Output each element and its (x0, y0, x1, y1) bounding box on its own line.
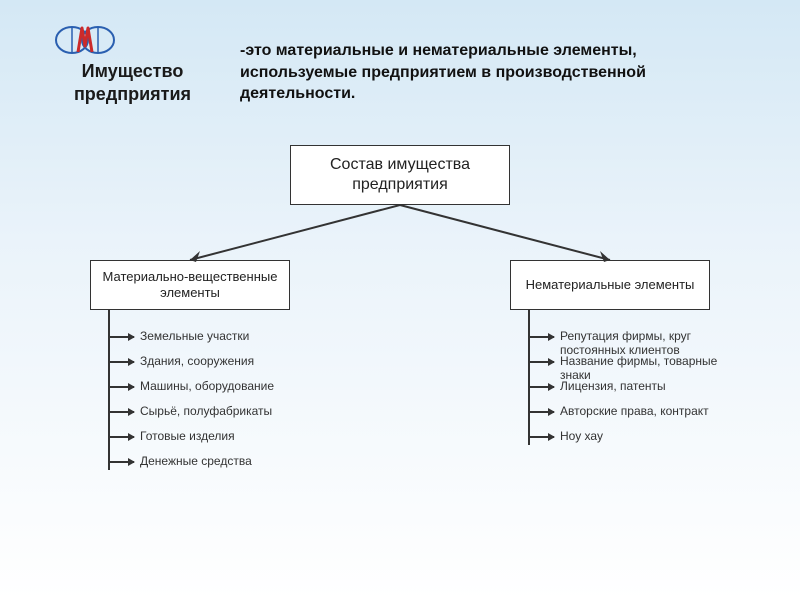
material-items-group: Земельные участки Здания, сооружения Маш… (100, 330, 300, 480)
logo (50, 20, 120, 60)
item-label: Авторские права, контракт (560, 405, 730, 419)
item-label: Машины, оборудование (140, 380, 310, 394)
slide-title: Имущество предприятия (55, 60, 210, 105)
list-item: Денежные средства (100, 455, 300, 480)
arrow-icon (108, 436, 134, 438)
arrow-icon (108, 386, 134, 388)
item-label: Лицензия, патенты (560, 380, 730, 394)
list-item: Репутация фирмы, круг постоянных клиенто… (520, 330, 720, 355)
item-label: Денежные средства (140, 455, 310, 469)
arrow-icon (108, 461, 134, 463)
arrow-icon (528, 386, 554, 388)
list-item: Земельные участки (100, 330, 300, 355)
arrow-icon (528, 411, 554, 413)
item-label: Готовые изделия (140, 430, 310, 444)
list-item: Здания, сооружения (100, 355, 300, 380)
item-label: Земельные участки (140, 330, 310, 344)
item-label: Ноу хау (560, 430, 730, 444)
arrow-icon (528, 336, 554, 338)
intangible-items-group: Репутация фирмы, круг постоянных клиенто… (520, 330, 720, 455)
list-item: Готовые изделия (100, 430, 300, 455)
root-node: Состав имущества предприятия (290, 145, 510, 205)
list-item: Сырьё, полуфабрикаты (100, 405, 300, 430)
list-item: Авторские права, контракт (520, 405, 720, 430)
list-item: Машины, оборудование (100, 380, 300, 405)
arrow-icon (528, 361, 554, 363)
arrow-icon (108, 361, 134, 363)
item-label: Сырьё, полуфабрикаты (140, 405, 310, 419)
list-item: Лицензия, патенты (520, 380, 720, 405)
arrow-icon (108, 336, 134, 338)
list-item: Ноу хау (520, 430, 720, 455)
arrow-icon (108, 411, 134, 413)
list-item: Название фирмы, товарные знаки (520, 355, 720, 380)
arrow-icon (528, 436, 554, 438)
branch-node-intangible: Нематериальные элементы (510, 260, 710, 310)
branch-node-material: Материально-вещественные элементы (90, 260, 290, 310)
item-label: Здания, сооружения (140, 355, 310, 369)
definition-text: -это материальные и нематериальные элеме… (240, 40, 670, 105)
